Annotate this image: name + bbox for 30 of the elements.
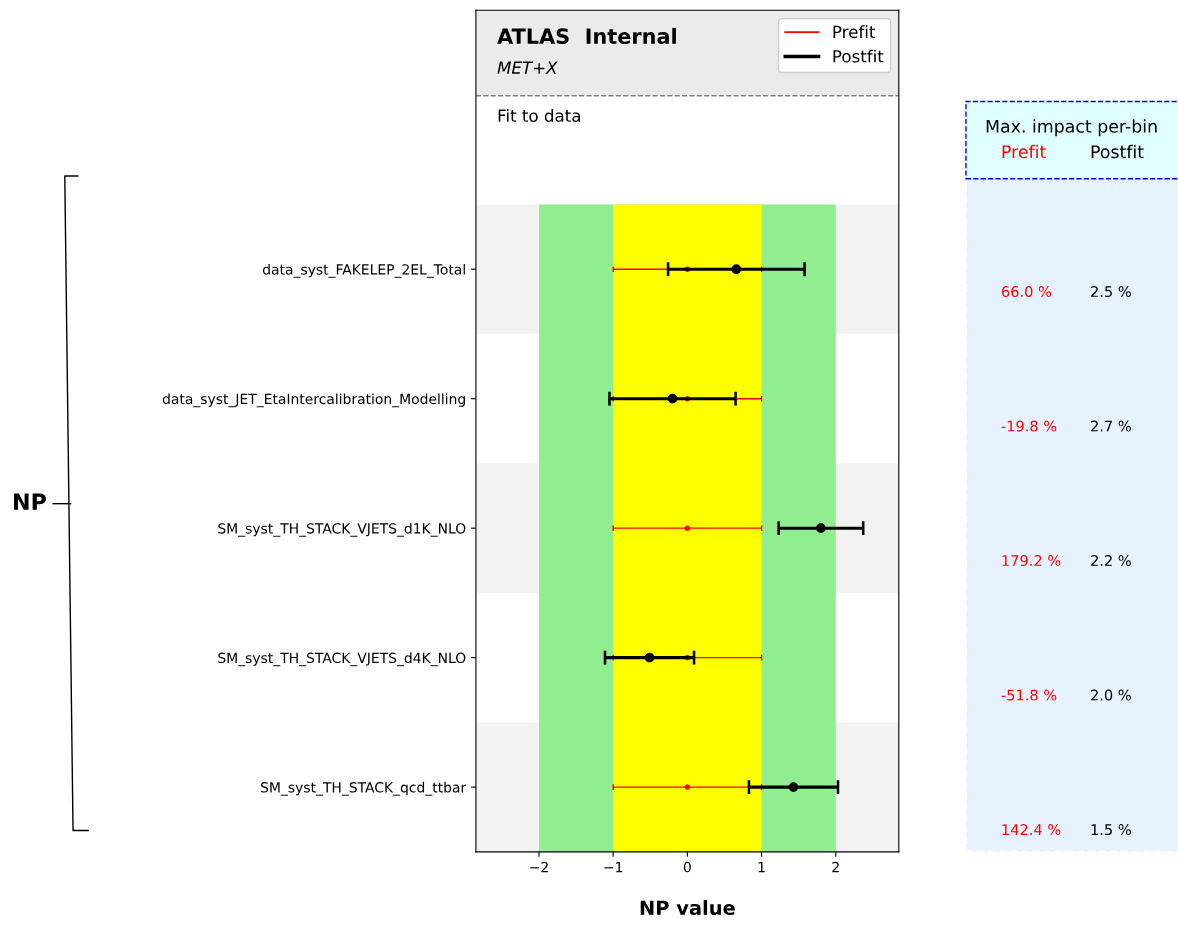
y-tick-label: SM_syst_TH_STACK_VJETS_d1K_NLO [218,522,466,537]
text: -51.8 % [1001,689,1057,701]
legend-label: Prefit [833,25,876,39]
y-tick-label: SM_syst_TH_STACK_VJETS_d4K_NLO [218,652,466,667]
x-tick-label: −1 [604,862,623,873]
y-tick-label: data_syst_FAKELEP_2EL_Total [262,263,465,278]
text: 2.7 % [1091,420,1131,432]
x-axis-title: NP value [640,900,735,916]
x-tick-label: −2 [530,861,548,873]
text: 179.2 % [1002,555,1061,567]
x-tick-label: 1 [758,862,765,873]
text: 2.5 % [1091,286,1131,298]
text: Postfit [1091,144,1144,159]
y-tick-label: data_syst_JET_EtaIntercalibration_Modelling [162,393,465,408]
y-tick-label: SM_syst_TH_STACK_qcd_ttbar [261,781,467,796]
text: 1.5 % [1091,824,1131,836]
x-tick-label: 0 [683,861,691,873]
x-tick-label: 2 [832,861,839,873]
text: 142.4 % [1002,824,1061,836]
text: Max. impact per-bin [986,119,1157,137]
text: 2.0 % [1091,689,1131,701]
text: Prefit [1002,144,1046,159]
text: 2.2 % [1091,555,1131,567]
text: -19.8 % [1001,420,1057,432]
text: 66.0 % [1001,286,1052,298]
chart-title: ATLAS Internal [497,27,676,45]
chart-subtitle: MET+X [497,61,558,74]
legend-label: Postfit [833,49,884,63]
text: Fit to data [498,109,580,122]
y-axis-title: NP [14,493,46,510]
